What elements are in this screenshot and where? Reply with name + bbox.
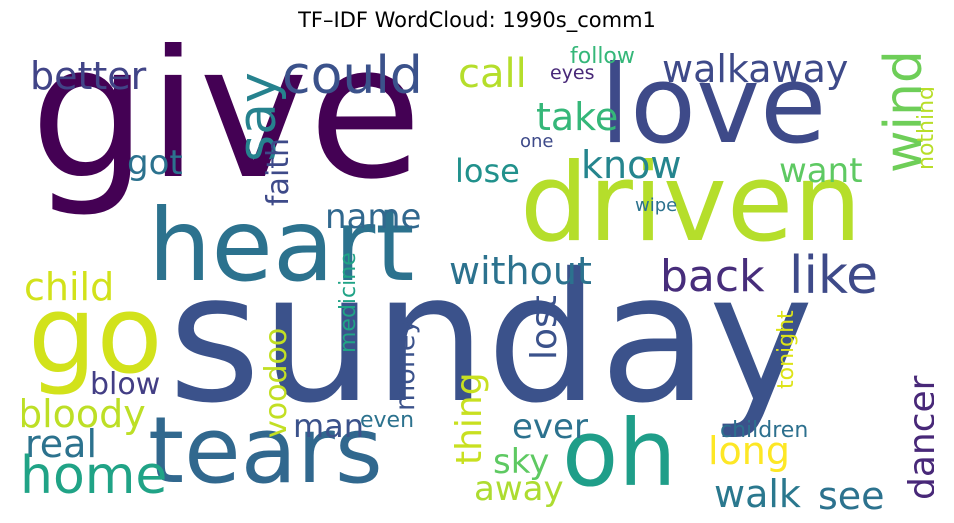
- word-take: take: [536, 95, 619, 139]
- word-one: one: [520, 131, 554, 152]
- word-money: money: [390, 318, 421, 411]
- word-walkaway: walkaway: [662, 47, 849, 91]
- word-long: long: [708, 429, 791, 473]
- word-even: even: [360, 408, 415, 433]
- word-cloud: give sunday love driven heart tears go oh could s…: [22, 42, 934, 510]
- word-wipe: wipe: [635, 195, 678, 216]
- word-dancer: dancer: [902, 375, 934, 500]
- word-go: go: [28, 273, 163, 398]
- word-lost: lost: [524, 295, 565, 360]
- word-driven: driven: [520, 141, 862, 266]
- word-follow: follow: [570, 44, 635, 69]
- word-walk: walk: [714, 472, 801, 510]
- word-without: without: [449, 249, 592, 293]
- word-ever: ever: [512, 407, 588, 447]
- word-could: could: [282, 46, 423, 106]
- word-heart: heart: [148, 187, 415, 304]
- word-sunday: sunday: [168, 235, 814, 442]
- word-voodoo: voodoo: [259, 327, 294, 438]
- word-thing: thing: [449, 372, 490, 465]
- word-oh: oh: [562, 400, 677, 507]
- word-children: children: [720, 418, 809, 443]
- word-love: love: [600, 43, 827, 168]
- word-tonight: tonight: [774, 310, 799, 389]
- word-faith: faith: [261, 137, 296, 206]
- word-away: away: [474, 469, 564, 509]
- word-better: better: [30, 54, 147, 98]
- word-nothing: nothing: [914, 86, 934, 170]
- word-bloody: bloody: [22, 392, 146, 436]
- word-see: see: [818, 474, 885, 510]
- word-call: call: [458, 51, 527, 97]
- word-back: back: [660, 251, 765, 302]
- word-eyes: eyes: [550, 62, 595, 84]
- word-tears: tears: [148, 397, 383, 504]
- word-home: home: [22, 446, 168, 506]
- word-child: child: [24, 265, 115, 309]
- word-medicine: medicine: [336, 252, 361, 353]
- word-name: name: [325, 197, 422, 237]
- word-like: like: [789, 246, 879, 306]
- chart-title: TF–IDF WordCloud: 1990s_comm1: [298, 8, 656, 32]
- word-real: real: [25, 422, 98, 466]
- word-know: know: [581, 143, 682, 187]
- word-got: got: [127, 143, 183, 183]
- word-want: want: [779, 151, 863, 191]
- word-blow: blow: [90, 367, 161, 402]
- word-lose: lose: [455, 152, 520, 190]
- word-man: man: [293, 407, 365, 445]
- word-give: give: [30, 42, 423, 220]
- word-sky: sky: [493, 442, 550, 482]
